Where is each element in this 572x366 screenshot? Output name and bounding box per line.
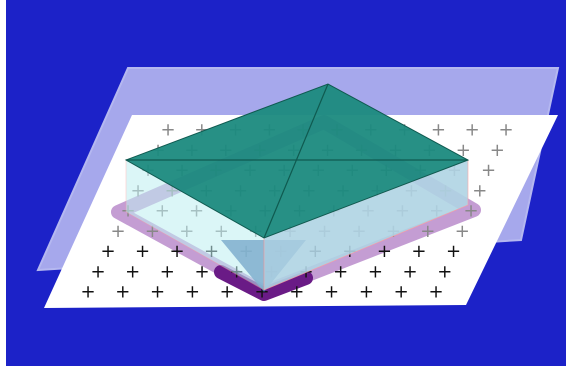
grid-mark: + xyxy=(170,241,185,262)
grid-mark: + xyxy=(333,261,348,282)
grid-mark: + xyxy=(110,221,125,242)
pyramid-outline xyxy=(124,83,470,239)
grid-mark: + xyxy=(463,201,478,222)
grid-mark: + xyxy=(135,241,150,262)
grid-mark: + xyxy=(185,282,200,303)
3d-scene[interactable]: ++++++++++++++++++++++++++++++++++++++++… xyxy=(6,0,566,366)
grid-mark: + xyxy=(472,180,487,201)
footprint-dark-edge xyxy=(214,265,313,301)
grid-mark: + xyxy=(194,261,209,282)
grid-mark: + xyxy=(455,221,470,242)
grid-mark: + xyxy=(100,241,115,262)
grid-mark: + xyxy=(125,261,140,282)
grid-mark: + xyxy=(359,282,374,303)
grid-mark: + xyxy=(368,261,383,282)
grid-mark: + xyxy=(465,120,480,141)
grid-mark: + xyxy=(160,120,175,141)
grid-mark: + xyxy=(160,261,175,282)
grid-mark: + xyxy=(377,241,392,262)
top-pyramid xyxy=(126,84,468,238)
grid-mark: + xyxy=(437,261,452,282)
grid-mark: + xyxy=(431,120,446,141)
grid-mark: + xyxy=(481,160,496,181)
grid-mark: + xyxy=(115,282,130,303)
grid-mark: + xyxy=(498,120,513,141)
grid-mark: + xyxy=(490,140,505,161)
grid-mark: + xyxy=(324,282,339,303)
grid-mark: + xyxy=(150,282,165,303)
grid-mark: + xyxy=(411,241,426,262)
grid-mark: + xyxy=(80,282,95,303)
grid-mark: + xyxy=(420,221,435,242)
grid-mark: + xyxy=(403,261,418,282)
pyramid-diagonal-2 xyxy=(263,83,329,239)
grid-mark: + xyxy=(394,282,409,303)
grid-mark: + xyxy=(289,282,304,303)
grid-mark: + xyxy=(220,282,235,303)
grid-mark: + xyxy=(90,261,105,282)
grid-mark: + xyxy=(446,241,461,262)
grid-mark: + xyxy=(428,282,443,303)
